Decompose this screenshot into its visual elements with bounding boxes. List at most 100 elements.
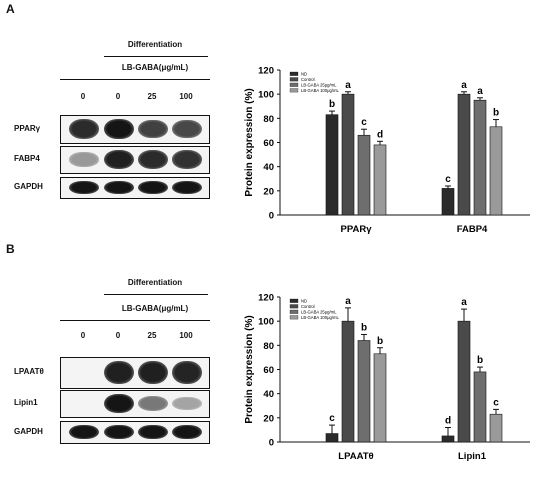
protein-label: GAPDH	[14, 426, 43, 436]
protein-label: LPAATθ	[14, 367, 44, 376]
protein-band	[172, 396, 202, 411]
y-tick-label: 20	[263, 186, 274, 197]
protein-band	[69, 180, 99, 195]
legend-swatch	[289, 82, 299, 87]
significance-letter: c	[361, 117, 367, 128]
protein-band	[104, 118, 134, 140]
lane-label: 100	[179, 92, 193, 101]
significance-letter: d	[445, 416, 451, 427]
significance-letter: a	[461, 80, 467, 91]
bar	[325, 114, 339, 216]
y-tick-label: 120	[258, 293, 274, 304]
significance-letter: b	[377, 336, 383, 347]
x-tick-label: LPAATθ	[338, 451, 373, 462]
x-tick-label: Lipin1	[458, 451, 487, 462]
blot-strip	[60, 177, 210, 199]
significance-letter: d	[377, 129, 383, 140]
bar	[373, 144, 387, 216]
treatment-bracket	[60, 79, 210, 81]
protein-label: Lipin1	[14, 398, 38, 407]
y-tick-label: 100	[258, 317, 274, 328]
significance-letter: b	[477, 355, 483, 366]
legend-swatch	[289, 71, 299, 76]
legend-swatch	[289, 304, 299, 309]
y-tick-label: 60	[263, 365, 274, 376]
lane-label: 100	[179, 331, 193, 340]
y-tick-label: 60	[263, 138, 274, 149]
blot-strip	[60, 390, 210, 418]
treatment-label: LB-GABA(μg/mL)	[121, 304, 189, 313]
bar	[373, 353, 387, 443]
legend-label: Control	[301, 77, 315, 82]
legend-label: LB-GABA 25μg/mL	[301, 310, 337, 315]
legend-label: LB-GABA 25μg/mL	[301, 83, 337, 88]
bar	[441, 435, 455, 443]
significance-letter: c	[493, 397, 499, 408]
bar	[473, 371, 487, 443]
protein-label: PPARγ	[14, 123, 41, 133]
protein-band	[172, 119, 202, 139]
protein-band	[138, 150, 168, 169]
treatment-label: LB-GABA(μg/mL)	[121, 63, 189, 72]
treatment-bracket	[60, 320, 210, 322]
bar	[489, 413, 503, 443]
protein-band	[138, 395, 168, 412]
y-tick-label: 40	[263, 162, 274, 173]
legend-swatch	[289, 298, 299, 303]
protein-band	[138, 361, 168, 384]
x-tick-label: PPARγ	[341, 224, 373, 235]
lane-label: 0	[115, 92, 121, 101]
y-tick-label: 80	[263, 341, 274, 352]
bar	[357, 134, 371, 216]
y-tick-label: 0	[269, 438, 274, 449]
legend-label: ND	[301, 72, 307, 77]
significance-letter: b	[493, 108, 499, 119]
protein-band	[104, 180, 134, 195]
protein-band	[104, 424, 134, 440]
lane-label: 25	[147, 331, 157, 340]
legend-swatch	[289, 77, 299, 82]
significance-letter: c	[329, 413, 335, 424]
protein-band	[138, 180, 168, 195]
x-tick-label: FABP4	[457, 224, 488, 235]
blot-strip	[60, 357, 210, 389]
legend-label: LB-GABA 100μg/mL	[301, 88, 339, 93]
significance-letter: b	[329, 99, 335, 110]
differentiation-bracket	[104, 294, 208, 296]
bar	[341, 93, 355, 216]
blot-strip	[60, 421, 210, 444]
lane-label: 0	[115, 331, 121, 340]
significance-letter: a	[345, 296, 351, 307]
panel-letter-a: A	[6, 2, 15, 16]
protein-band	[172, 180, 202, 195]
legend-swatch	[289, 309, 299, 314]
lane-label: 25	[147, 92, 157, 101]
significance-letter: a	[345, 80, 351, 91]
bar	[357, 340, 371, 443]
significance-letter: c	[445, 174, 451, 185]
differentiation-label: Differentiation	[127, 40, 183, 49]
protein-label: FABP4	[14, 154, 40, 163]
lane-label: 0	[80, 92, 86, 101]
protein-band	[138, 424, 168, 440]
y-axis-label: Protein expression (%)	[244, 315, 255, 423]
panel-letter-b: B	[6, 242, 15, 256]
bar	[457, 320, 471, 443]
protein-band	[138, 119, 168, 139]
blot-strip	[60, 146, 210, 174]
y-tick-label: 100	[258, 90, 274, 101]
significance-letter: b	[361, 322, 367, 333]
bar	[441, 188, 455, 216]
differentiation-bracket	[104, 56, 208, 58]
protein-band	[69, 152, 99, 167]
bar	[457, 93, 471, 216]
legend-label: LB-GABA 100μg/mL	[301, 315, 339, 320]
protein-label: GAPDH	[14, 182, 43, 191]
blot-strip	[60, 115, 210, 144]
significance-letter: a	[477, 86, 483, 97]
protein-band	[172, 150, 202, 169]
lane-label: 0	[80, 331, 86, 340]
legend-swatch	[289, 88, 299, 93]
